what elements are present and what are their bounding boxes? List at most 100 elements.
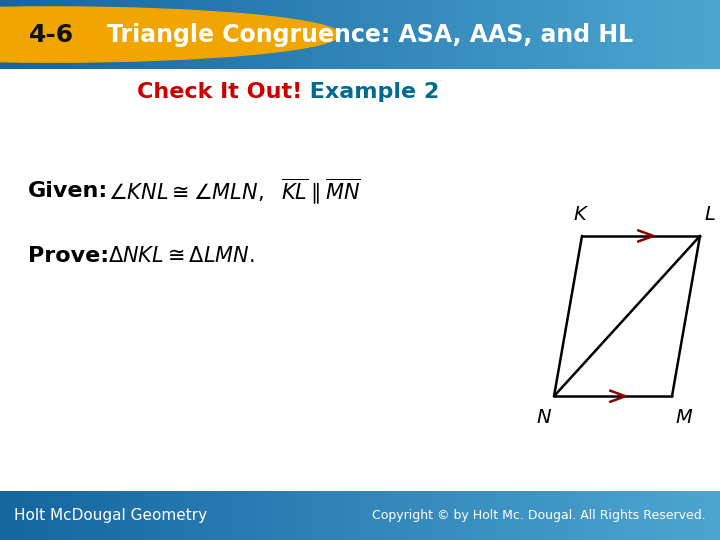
Bar [50,0,58,69]
Bar [569,0,576,69]
Bar [410,491,418,540]
Bar [310,0,317,69]
Bar [43,491,50,540]
Bar [641,0,648,69]
Bar [65,491,72,540]
Bar [619,0,626,69]
Bar [691,0,698,69]
Bar [475,0,482,69]
Bar [14,0,22,69]
Bar [468,491,475,540]
Bar [22,491,29,540]
Bar [511,0,518,69]
Bar [389,0,396,69]
Bar [590,491,598,540]
Text: Prove:: Prove: [28,246,109,266]
Bar [367,491,374,540]
Bar [58,0,65,69]
Bar [0,491,7,540]
Bar [122,0,130,69]
Bar [238,491,245,540]
Bar [166,0,173,69]
Bar [245,0,252,69]
Bar [216,491,223,540]
Bar [490,491,497,540]
Bar [295,491,302,540]
Bar [713,0,720,69]
Bar [230,491,238,540]
Bar [691,491,698,540]
Bar [187,0,194,69]
Bar [122,491,130,540]
Bar [590,0,598,69]
Text: M: M [675,408,693,427]
Bar [144,0,151,69]
Bar [490,0,497,69]
Text: Holt McDougal Geometry: Holt McDougal Geometry [14,508,207,523]
Bar [439,491,446,540]
Bar [281,491,288,540]
Bar [202,0,209,69]
Bar [418,491,425,540]
Bar [374,491,382,540]
Bar [662,491,670,540]
Bar [670,491,677,540]
Bar [518,0,526,69]
Bar [338,491,346,540]
Text: Given:: Given: [28,181,108,201]
Bar [274,0,281,69]
Bar [216,0,223,69]
Bar [583,491,590,540]
Bar [662,0,670,69]
Text: Triangle Congruence: ASA, AAS, and HL: Triangle Congruence: ASA, AAS, and HL [107,23,633,46]
Bar [684,0,691,69]
Bar [266,0,274,69]
Bar [259,491,266,540]
Bar [324,0,331,69]
Bar [86,0,94,69]
Text: Example 2: Example 2 [302,82,440,102]
Bar [173,491,180,540]
Bar [144,491,151,540]
Bar [497,0,504,69]
Bar [22,0,29,69]
Bar [0,0,7,69]
Bar [677,491,684,540]
Bar [713,491,720,540]
Bar [36,0,43,69]
Bar [497,491,504,540]
Bar [367,0,374,69]
Bar [410,0,418,69]
Bar [223,0,230,69]
Bar [482,0,490,69]
Bar [65,0,72,69]
Bar [137,0,144,69]
Bar [396,491,403,540]
Bar [432,491,439,540]
Bar [202,491,209,540]
Bar [338,0,346,69]
Bar [446,491,454,540]
Bar [562,491,569,540]
Bar [612,491,619,540]
Bar [526,0,533,69]
Bar [238,0,245,69]
Bar [533,491,540,540]
Bar [562,0,569,69]
Bar [230,0,238,69]
Bar [252,491,259,540]
Bar [648,491,655,540]
Bar [482,491,490,540]
Bar [655,0,662,69]
Bar [634,491,641,540]
Bar [698,491,706,540]
Bar [353,0,360,69]
Bar [259,0,266,69]
Text: N: N [536,408,552,427]
Bar [302,0,310,69]
Text: $\angle KNL \cong \angle MLN,$  $\overline{KL} \parallel \overline{MN}$: $\angle KNL \cong \angle MLN,$ $\overlin… [108,176,361,206]
Bar [166,491,173,540]
Bar [115,0,122,69]
Bar [295,0,302,69]
Bar [518,491,526,540]
